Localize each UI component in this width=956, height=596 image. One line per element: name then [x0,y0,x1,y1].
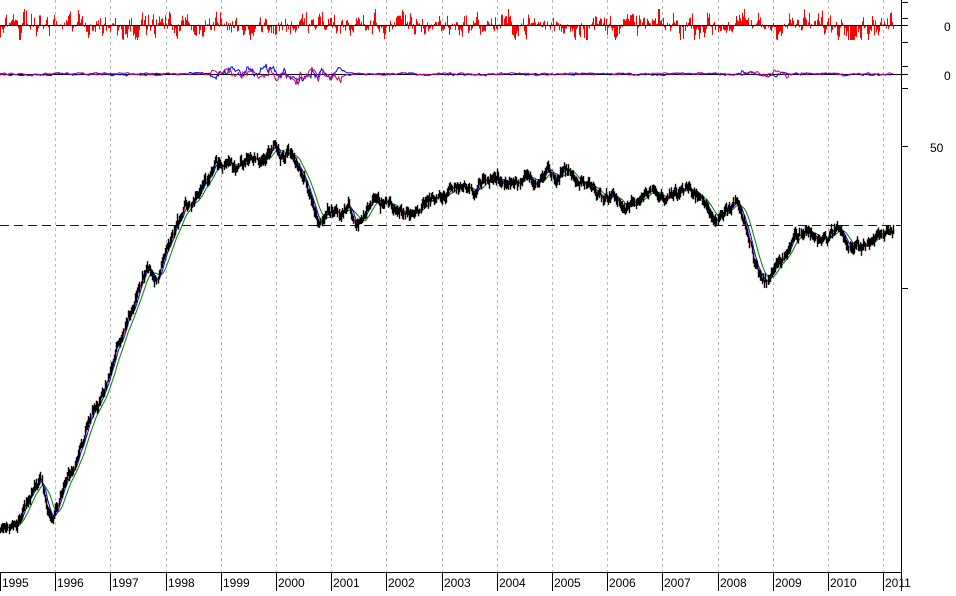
x-tick-label: 2011 [885,576,911,590]
x-tick-label: 2006 [609,576,636,590]
histogram-zero-label: 0 [944,20,951,34]
x-tick-label: 2005 [554,576,581,590]
oscillator-panel [0,63,901,86]
axes [0,0,908,591]
x-tick-label: 2004 [499,576,526,590]
oscillator-zero-label: 0 [944,69,951,83]
x-tick-label: 2002 [388,576,415,590]
x-tick-label: 2000 [278,576,305,590]
x-tick-label: 1995 [2,576,29,590]
oscillator-line [0,63,894,86]
x-tick-label: 2007 [664,576,691,590]
x-tick-label: 2001 [333,576,360,590]
price-panel [0,140,901,535]
histogram-panel [0,9,901,40]
x-tick-label: 2010 [830,576,857,590]
x-tick-label: 1996 [57,576,84,590]
moving-average-mid [0,145,895,531]
x-tick-label: 1999 [223,576,250,590]
y-tick-label: 50 [930,141,944,155]
vertical-grid [55,0,884,572]
x-tick-label: 1998 [168,576,195,590]
axis-labels: 1995 1996 1997 1998 1999 2000 2001 2002 2003 2004… [2,20,951,590]
x-tick-label: 1997 [112,576,139,590]
oscillator-line [0,66,894,85]
x-tick-label: 2008 [720,576,747,590]
x-tick-label: 2009 [775,576,802,590]
x-tick-label: 2003 [444,576,471,590]
moving-average-long [0,148,895,531]
